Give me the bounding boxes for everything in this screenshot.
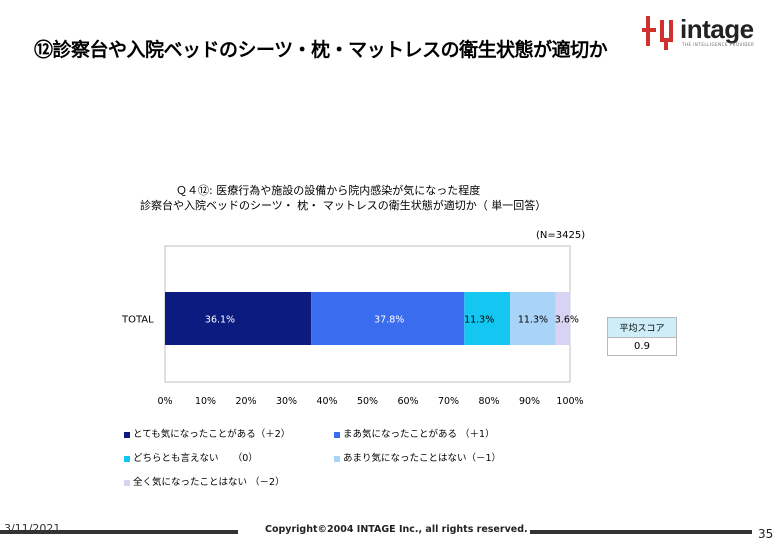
- chart-title: Ｑ４⑫: 医療行為や施設の設備から院内感染が気になった程度 診察台や入院ベッドの…: [140, 183, 620, 213]
- data-label: 3.6%: [555, 315, 579, 326]
- x-tick-label: 30%: [276, 396, 297, 407]
- logo-subtext: THE INTELLIGENCE PROVIDER: [682, 42, 755, 47]
- legend-item: どちらとも言えない （0）: [124, 450, 258, 464]
- legend-swatch: [124, 455, 130, 462]
- legend-swatch: [124, 431, 130, 438]
- data-label: 11.3%: [518, 315, 548, 326]
- x-tick-label: 80%: [478, 396, 499, 407]
- data-label: 37.8%: [374, 315, 404, 326]
- legend-label: まあ気になったことがある （＋1）: [343, 429, 495, 440]
- average-score-box: 平均スコア 0.9: [607, 317, 677, 356]
- footer-copyright: Copyright©2004 INTAGE Inc., all rights r…: [265, 524, 528, 535]
- logo-text: intage: [680, 14, 754, 44]
- x-tick-label: 90%: [519, 396, 540, 407]
- legend-label: あまり気になったことはない（－1）: [343, 453, 502, 464]
- bar-segment: [464, 292, 511, 345]
- footer-rule-right: [530, 530, 752, 534]
- legend-item: あまり気になったことはない（－1）: [334, 450, 501, 464]
- sample-size-label: (N=3425): [536, 230, 586, 241]
- x-tick-label: 50%: [357, 396, 378, 407]
- legend-swatch: [124, 479, 130, 486]
- chart-title-line2: 診察台や入院ベッドのシーツ・ 枕・ マットレスの衛生状態が適切か（ 単一回答）: [140, 199, 547, 212]
- x-tick-label: 0%: [157, 396, 172, 407]
- data-label: 11.3%: [464, 315, 494, 326]
- bar-segment: [311, 292, 465, 345]
- legend-label: とても気になったことがある（＋2）: [133, 429, 291, 440]
- x-tick-label: 70%: [438, 396, 459, 407]
- average-score-value: 0.9: [634, 341, 650, 352]
- x-tick-label: 60%: [397, 396, 418, 407]
- legend-label: 全く気になったことはない （－2）: [133, 477, 285, 488]
- category-label: TOTAL: [121, 315, 154, 326]
- bar-segment: [555, 292, 571, 345]
- x-tick-label: 10%: [195, 396, 216, 407]
- legend-item: とても気になったことがある（＋2）: [124, 426, 290, 440]
- intage-logo-icon: [642, 16, 673, 50]
- legend-swatch: [334, 455, 340, 462]
- average-score-header: 平均スコア: [608, 318, 676, 338]
- legend-item: 全く気になったことはない （－2）: [124, 474, 285, 488]
- x-tick-label: 20%: [235, 396, 256, 407]
- legend-swatch: [334, 431, 340, 438]
- page-number: 35: [758, 527, 774, 541]
- chart-title-line1: Ｑ４⑫: 医療行為や施設の設備から院内感染が気になった程度: [176, 184, 481, 197]
- footer-rule-left: [0, 530, 238, 534]
- legend-label: どちらとも言えない （0）: [133, 453, 258, 464]
- x-tick-label: 40%: [316, 396, 337, 407]
- x-tick-label: 100%: [556, 396, 583, 407]
- data-label: 36.1%: [205, 315, 235, 326]
- slide-title: ⑫診察台や入院ベッドのシーツ・枕・マットレスの衛生状態が適切か: [34, 39, 608, 61]
- bar-segment: [510, 292, 556, 345]
- legend-item: まあ気になったことがある （＋1）: [334, 426, 495, 440]
- bar-segment: [165, 292, 312, 345]
